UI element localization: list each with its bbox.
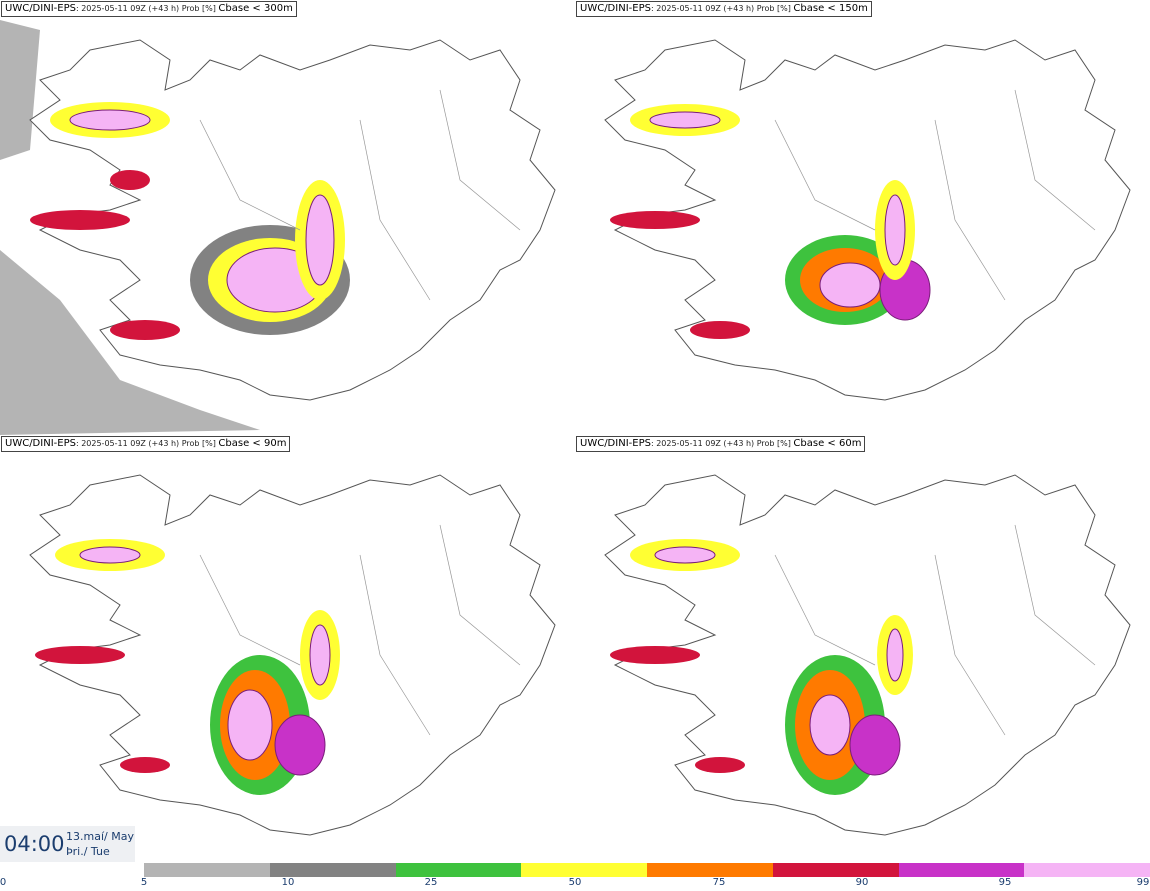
legend-tick-label: 0 — [0, 877, 7, 888]
panel-title: UWC/DINI-EPS: 2025-05-11 09Z (+43 h) Pro… — [576, 1, 872, 17]
region-border — [359, 119, 431, 301]
map-canvas — [604, 474, 1131, 836]
probability-area — [610, 646, 700, 664]
legend-tick-label: 50 — [568, 877, 582, 888]
map-canvas — [0, 20, 556, 435]
probability-area — [35, 646, 125, 664]
legend-tick-label: 90 — [855, 877, 869, 888]
legend-tick-label: 25 — [424, 877, 438, 888]
region-border — [1014, 89, 1096, 231]
region-border — [439, 89, 521, 231]
probability-area — [649, 111, 721, 129]
region-border — [774, 119, 876, 231]
region-border — [359, 554, 431, 736]
probability-area — [305, 194, 335, 286]
sea-fog-area — [0, 20, 260, 435]
iceland-coastline — [29, 474, 556, 836]
probability-area — [110, 170, 150, 190]
probability-area — [110, 320, 180, 340]
probability-area — [79, 546, 141, 564]
probability-area — [120, 757, 170, 773]
probability-area — [654, 546, 716, 564]
valid-date: 13.maí/ May — [66, 830, 134, 843]
map-canvas — [29, 474, 556, 836]
map-canvas — [604, 39, 1131, 401]
probability-area — [69, 109, 151, 131]
region-border — [439, 524, 521, 666]
iceland-coastline — [604, 39, 1131, 401]
region-border — [774, 554, 876, 666]
probability-area — [610, 211, 700, 229]
legend-swatch — [1024, 863, 1150, 877]
panel-title: UWC/DINI-EPS: 2025-05-11 09Z (+43 h) Pro… — [576, 436, 866, 452]
region-border — [199, 554, 301, 666]
map-panel-cbase-300: UWC/DINI-EPS: 2025-05-11 09Z (+43 h) Pro… — [0, 0, 575, 435]
region-border — [934, 119, 1006, 301]
region-border — [199, 119, 301, 231]
legend-swatch — [521, 863, 647, 877]
legend-tick-label: 95 — [998, 877, 1012, 888]
valid-weekday: Þri./ Tue — [66, 845, 110, 858]
legend-swatch — [269, 863, 396, 877]
probability-area — [690, 321, 750, 339]
region-border — [1014, 524, 1096, 666]
probability-area — [819, 262, 881, 308]
color-legend — [144, 863, 1150, 877]
legend-tick-label: 5 — [140, 877, 148, 888]
panel-title: UWC/DINI-EPS: 2025-05-11 09Z (+43 h) Pro… — [1, 436, 291, 452]
probability-area — [884, 194, 906, 266]
legend-tick-label: 75 — [712, 877, 726, 888]
valid-time-box: 04:00 13.maí/ May Þri./ Tue — [0, 826, 135, 862]
legend-swatch — [144, 863, 270, 877]
region-border — [934, 554, 1006, 736]
probability-area — [227, 689, 273, 761]
valid-time-clock: 04:00 — [4, 832, 65, 856]
probability-area — [886, 628, 904, 682]
map-panel-cbase-60: UWC/DINI-EPS: 2025-05-11 09Z (+43 h) Pro… — [575, 435, 1150, 870]
probability-area — [849, 714, 901, 776]
legend-tick-label: 10 — [281, 877, 295, 888]
legend-swatch — [395, 863, 522, 877]
map-panel-cbase-90: UWC/DINI-EPS: 2025-05-11 09Z (+43 h) Pro… — [0, 435, 575, 870]
probability-area — [274, 714, 326, 776]
legend-swatch — [647, 863, 773, 877]
probability-area — [809, 694, 851, 756]
legend-swatch — [772, 863, 899, 877]
iceland-coastline — [604, 474, 1131, 836]
panel-title: UWC/DINI-EPS: 2025-05-11 09Z (+43 h) Pro… — [1, 1, 297, 17]
map-panel-cbase-150: UWC/DINI-EPS: 2025-05-11 09Z (+43 h) Pro… — [575, 0, 1150, 435]
legend-tick-label: 99 — [1136, 877, 1150, 888]
iceland-coastline — [29, 39, 556, 401]
probability-area — [695, 757, 745, 773]
probability-area — [30, 210, 130, 230]
legend-swatch — [898, 863, 1025, 877]
probability-area — [309, 624, 331, 686]
